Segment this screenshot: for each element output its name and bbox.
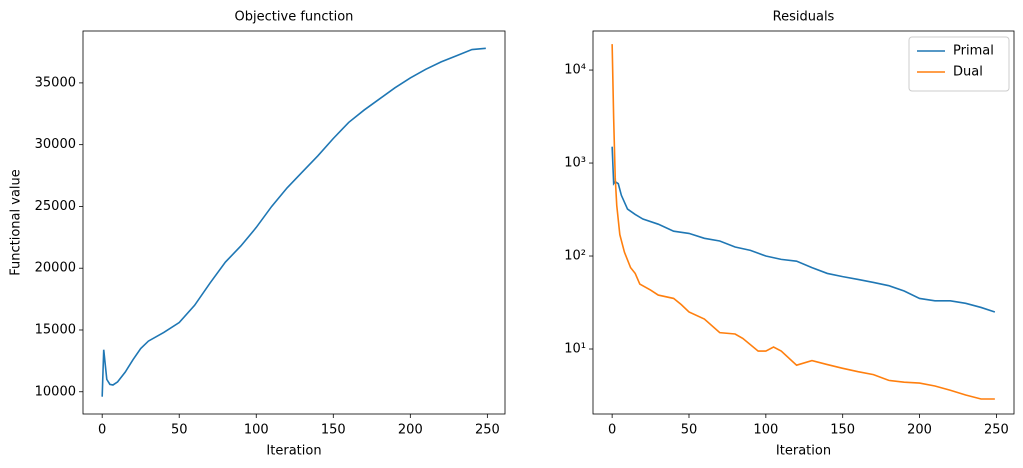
x-axis-label: Iteration (776, 444, 831, 459)
legend-label: Dual (953, 65, 983, 80)
y-tick-label: 10³ (564, 156, 586, 171)
y-tick-label: 10² (564, 249, 586, 264)
y-tick-label: 30000 (35, 137, 76, 152)
x-tick-label: 150 (830, 423, 855, 438)
x-tick-label: 0 (608, 423, 616, 438)
axes-frame (592, 30, 1015, 415)
y-tick-label: 15000 (35, 322, 76, 337)
x-tick-label: 100 (244, 423, 269, 438)
line-series (101, 47, 486, 397)
y-tick-label: 25000 (35, 199, 76, 214)
x-axis-label: Iteration (266, 444, 321, 459)
y-tick-label: 10⁴ (564, 63, 586, 78)
x-tick-label: 0 (98, 423, 106, 438)
x-tick-label: 50 (681, 423, 698, 438)
y-axis-label: Functional value (9, 169, 24, 276)
x-tick-label: 150 (321, 423, 346, 438)
y-tick-label: 10¹ (564, 342, 586, 357)
x-tick-label: 200 (907, 423, 932, 438)
x-tick-label: 200 (398, 423, 423, 438)
y-tick-label: 35000 (35, 75, 76, 90)
x-tick-label: 100 (753, 423, 778, 438)
panel-title: Residuals (773, 10, 835, 25)
panel-title: Objective function (235, 10, 354, 25)
x-tick-label: 250 (475, 423, 500, 438)
line-series (611, 44, 995, 400)
legend-label: Primal (953, 44, 994, 59)
y-tick-label: 20000 (35, 261, 76, 276)
line-series (611, 146, 996, 313)
axes-frame (82, 30, 506, 415)
x-tick-label: 250 (984, 423, 1009, 438)
x-tick-label: 50 (171, 423, 188, 438)
y-tick-label: 10000 (35, 384, 76, 399)
